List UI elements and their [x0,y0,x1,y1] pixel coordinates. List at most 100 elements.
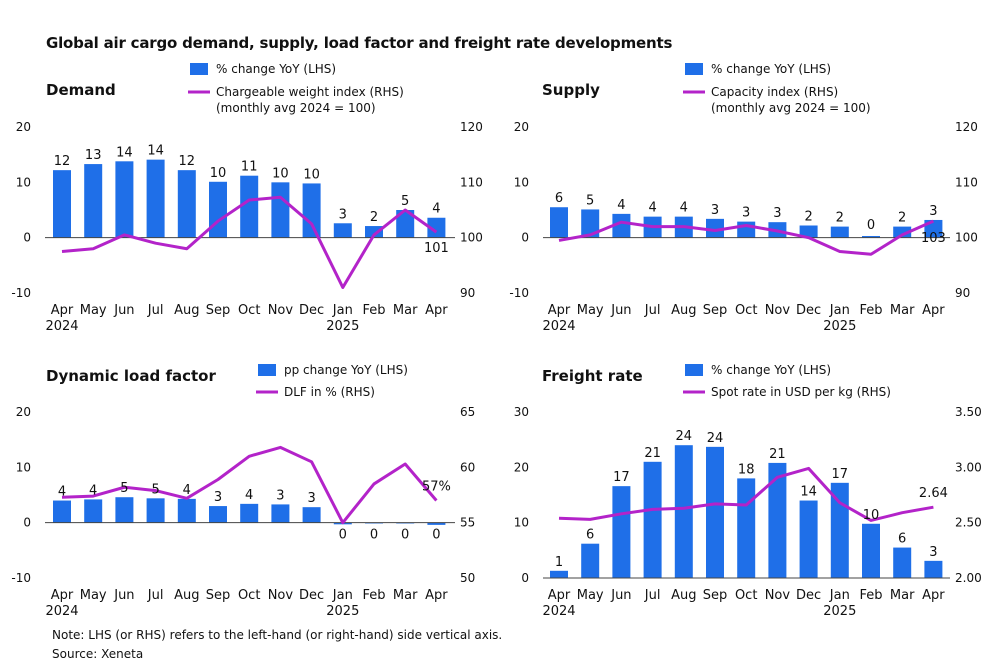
category-label: Nov [268,588,294,603]
left-tick-label: 20 [514,120,529,134]
bar [396,210,415,238]
bar-value-label: 5 [586,193,594,208]
left-tick-label: 10 [514,175,529,189]
bar-value-label: 6 [555,191,563,206]
category-label: Jan [332,303,353,318]
chart-dlf: Dynamic load factor pp change YoY (LHS) DL… [11,363,475,619]
left-tick-label: 20 [16,120,31,134]
chart-demand: Demand % change YoY (LHS) Chargeable weigh… [11,62,483,334]
category-label: May [80,588,107,603]
bar-value-label: 3 [929,204,937,219]
category-label: Jun [610,303,631,318]
bar [862,523,880,578]
bar-value-label: 4 [89,483,97,498]
bar-value-label: 24 [676,429,693,444]
bar-value-label: 11 [241,160,258,175]
category-label: Jun [113,303,134,318]
category-label: Oct [238,588,260,603]
bar [612,486,631,578]
bar [333,223,352,238]
bar [302,183,321,238]
category-label: Jan [332,588,353,603]
bar [177,498,196,523]
bar-value-label: 3 [711,203,719,218]
left-tick-label: -10 [11,571,31,585]
legend-bar-label: % change YoY (LHS) [711,62,831,76]
chart-title: Supply [542,81,600,99]
page-title: Global air cargo demand, supply, load fa… [46,34,673,52]
bar [799,225,818,238]
legend-bar-label: pp change YoY (LHS) [284,363,408,377]
bar [427,217,446,238]
footnote: Note: LHS (or RHS) refers to the left-ha… [52,628,503,642]
bar-value-label: 10 [863,508,880,523]
bar [427,522,446,525]
legend-line-label: Chargeable weight index (RHS) [216,85,404,99]
bar [893,547,912,578]
bar-value-label: 13 [85,148,102,163]
year-label: 2025 [823,319,856,334]
category-label: Oct [735,588,757,603]
category-label: Mar [890,588,915,603]
left-tick-label: 0 [23,516,31,530]
right-tick-label: 65 [460,405,475,419]
bar-value-label: 5 [120,481,128,496]
bar [271,504,290,523]
bar-value-label: 3 [773,206,781,221]
line-series [61,445,438,525]
category-label: Dec [796,588,821,603]
category-label: Aug [671,303,696,318]
category-label: Nov [268,303,294,318]
year-label: 2024 [45,319,78,334]
bar-value-label: 3 [929,545,937,560]
bar-value-label: 4 [432,202,440,217]
line-value-label: 101 [424,241,449,256]
year-label: 2024 [45,604,78,619]
bar [146,159,165,238]
bar-value-label: 12 [179,154,196,169]
left-tick-label: 0 [521,231,529,245]
source-note: Source: Xeneta [52,647,144,661]
bar-value-label: 10 [303,167,320,182]
bar-value-label: 3 [307,491,315,506]
bar [612,213,631,238]
category-label: Jul [147,588,164,603]
bar [240,503,259,523]
bar-value-label: 2 [370,210,378,225]
left-tick-label: 30 [514,405,529,419]
bar-value-label: 1 [555,555,563,570]
bar-value-label: 4 [648,201,656,216]
bar-value-label: 10 [272,166,289,181]
right-tick-label: 90 [955,286,970,300]
bar [84,164,103,238]
category-label: Aug [174,303,199,318]
bar [924,560,943,578]
right-tick-label: 100 [460,231,483,245]
right-tick-label: 60 [460,460,475,474]
bar [706,218,724,238]
right-tick-label: 3.50 [955,405,982,419]
bar [706,446,724,578]
chart-title: Freight rate [542,367,643,385]
bar [643,461,662,578]
category-label: Apr [548,303,571,318]
right-tick-label: 110 [955,175,978,189]
category-label: Apr [922,588,945,603]
bar-value-label: 2 [836,211,844,226]
category-label: Nov [765,588,791,603]
right-tick-label: 120 [460,120,483,134]
bar-value-label: 0 [867,218,875,233]
year-label: 2025 [823,604,856,619]
category-label: Mar [890,303,915,318]
bar [177,170,196,238]
bar-value-label: 4 [617,198,625,213]
category-label: Jun [113,588,134,603]
left-tick-label: -10 [11,286,31,300]
category-label: Apr [51,303,74,318]
line-series [558,219,935,256]
category-label: Mar [393,303,418,318]
bar [146,498,165,523]
bar [365,226,383,238]
bar-value-label: 0 [432,528,440,543]
bar [302,507,321,523]
